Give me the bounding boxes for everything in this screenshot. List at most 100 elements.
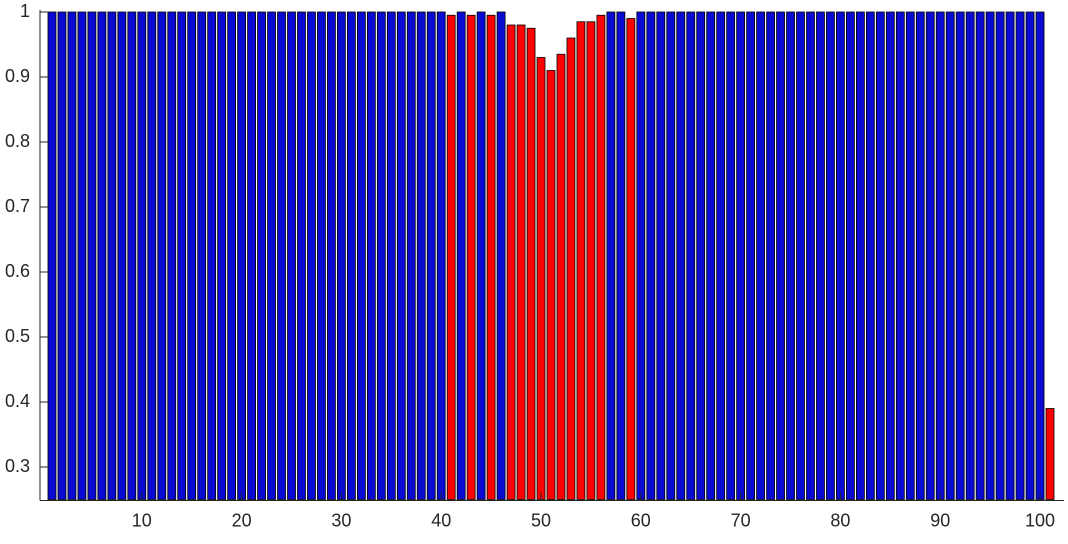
bar: [566, 37, 576, 500]
x-tick-label: 100: [1025, 510, 1055, 530]
bar: [885, 11, 895, 500]
bar: [77, 11, 87, 500]
bar: [346, 11, 356, 500]
bar: [736, 11, 746, 500]
y-tick-label: 0.7: [5, 196, 30, 216]
bar: [676, 11, 686, 500]
bar: [416, 11, 426, 500]
y-tick-label: 0.6: [5, 261, 30, 281]
bar: [327, 11, 336, 500]
bar: [905, 11, 915, 500]
bar: [626, 18, 636, 500]
bar: [456, 11, 466, 500]
bar: [865, 11, 875, 500]
bar: [307, 11, 316, 500]
bar: [386, 11, 396, 500]
bar: [47, 11, 57, 500]
bar: [67, 11, 77, 500]
bar: [57, 11, 67, 500]
y-tick-label: 0.5: [5, 326, 30, 346]
bar: [856, 11, 865, 500]
bar: [297, 11, 306, 500]
bar: [945, 11, 955, 500]
bar: [356, 11, 366, 500]
bar: [157, 11, 167, 500]
bar: [127, 11, 137, 500]
bar: [556, 53, 566, 500]
x-tick-label: 30: [331, 510, 351, 530]
bar: [536, 57, 546, 500]
y-tick-label: 0.4: [5, 391, 30, 411]
bar: [207, 11, 217, 500]
bar: [546, 70, 556, 500]
x-tick-label: 40: [431, 510, 451, 530]
bar: [796, 11, 805, 500]
bar: [756, 11, 765, 500]
bar: [646, 11, 656, 500]
bar: [955, 11, 965, 500]
y-tick-label: 0.8: [5, 131, 30, 151]
bar: [965, 11, 975, 500]
bar: [87, 11, 97, 500]
bar: [426, 11, 436, 500]
x-tick-label: 50: [531, 510, 551, 530]
bar: [526, 27, 536, 500]
bar: [925, 11, 935, 500]
bar: [406, 11, 416, 500]
bar: [606, 11, 616, 500]
bar: [696, 11, 706, 500]
x-tick-label: 60: [631, 510, 651, 530]
bar: [1045, 408, 1055, 500]
bar: [816, 11, 825, 500]
bar: [935, 11, 945, 500]
y-tick-label: 1: [20, 1, 30, 21]
bar: [915, 11, 925, 500]
bar: [686, 11, 696, 500]
bar: [177, 11, 187, 500]
x-tick-label: 90: [930, 510, 950, 530]
bar: [197, 11, 207, 500]
x-tick-label: 80: [830, 510, 850, 530]
bar: [97, 11, 107, 500]
bar: [776, 11, 785, 500]
bar: [167, 11, 177, 500]
y-tick-label: 0.3: [5, 456, 30, 476]
bar: [147, 11, 157, 500]
bar: [706, 11, 716, 500]
bar: [376, 11, 386, 500]
bar: [576, 21, 586, 500]
bar: [277, 11, 286, 500]
y-tick-label: 0.9: [5, 66, 30, 86]
bar: [107, 11, 117, 500]
bar: [826, 11, 835, 500]
bar: [975, 11, 985, 500]
bar: [586, 21, 596, 500]
bar: [1015, 11, 1025, 500]
bar: [1035, 11, 1045, 500]
bar: [766, 11, 775, 500]
bar: [895, 11, 905, 500]
bar: [466, 14, 476, 500]
bar: [217, 11, 227, 500]
bar: [875, 11, 885, 500]
bar: [446, 14, 456, 500]
bar: [995, 11, 1005, 500]
bar: [247, 11, 256, 500]
bar: [396, 11, 406, 500]
bar: [716, 11, 726, 500]
bar: [436, 11, 446, 500]
bar: [666, 11, 676, 500]
bar: [516, 24, 526, 500]
bar: [636, 11, 646, 500]
bar: [137, 11, 147, 500]
x-tick-label: 10: [132, 510, 152, 530]
bar: [366, 11, 376, 500]
bar: [726, 11, 736, 500]
bar: [476, 11, 486, 500]
bar: [237, 11, 247, 500]
bar: [656, 11, 666, 500]
bar: [317, 11, 326, 500]
bar: [746, 11, 755, 500]
